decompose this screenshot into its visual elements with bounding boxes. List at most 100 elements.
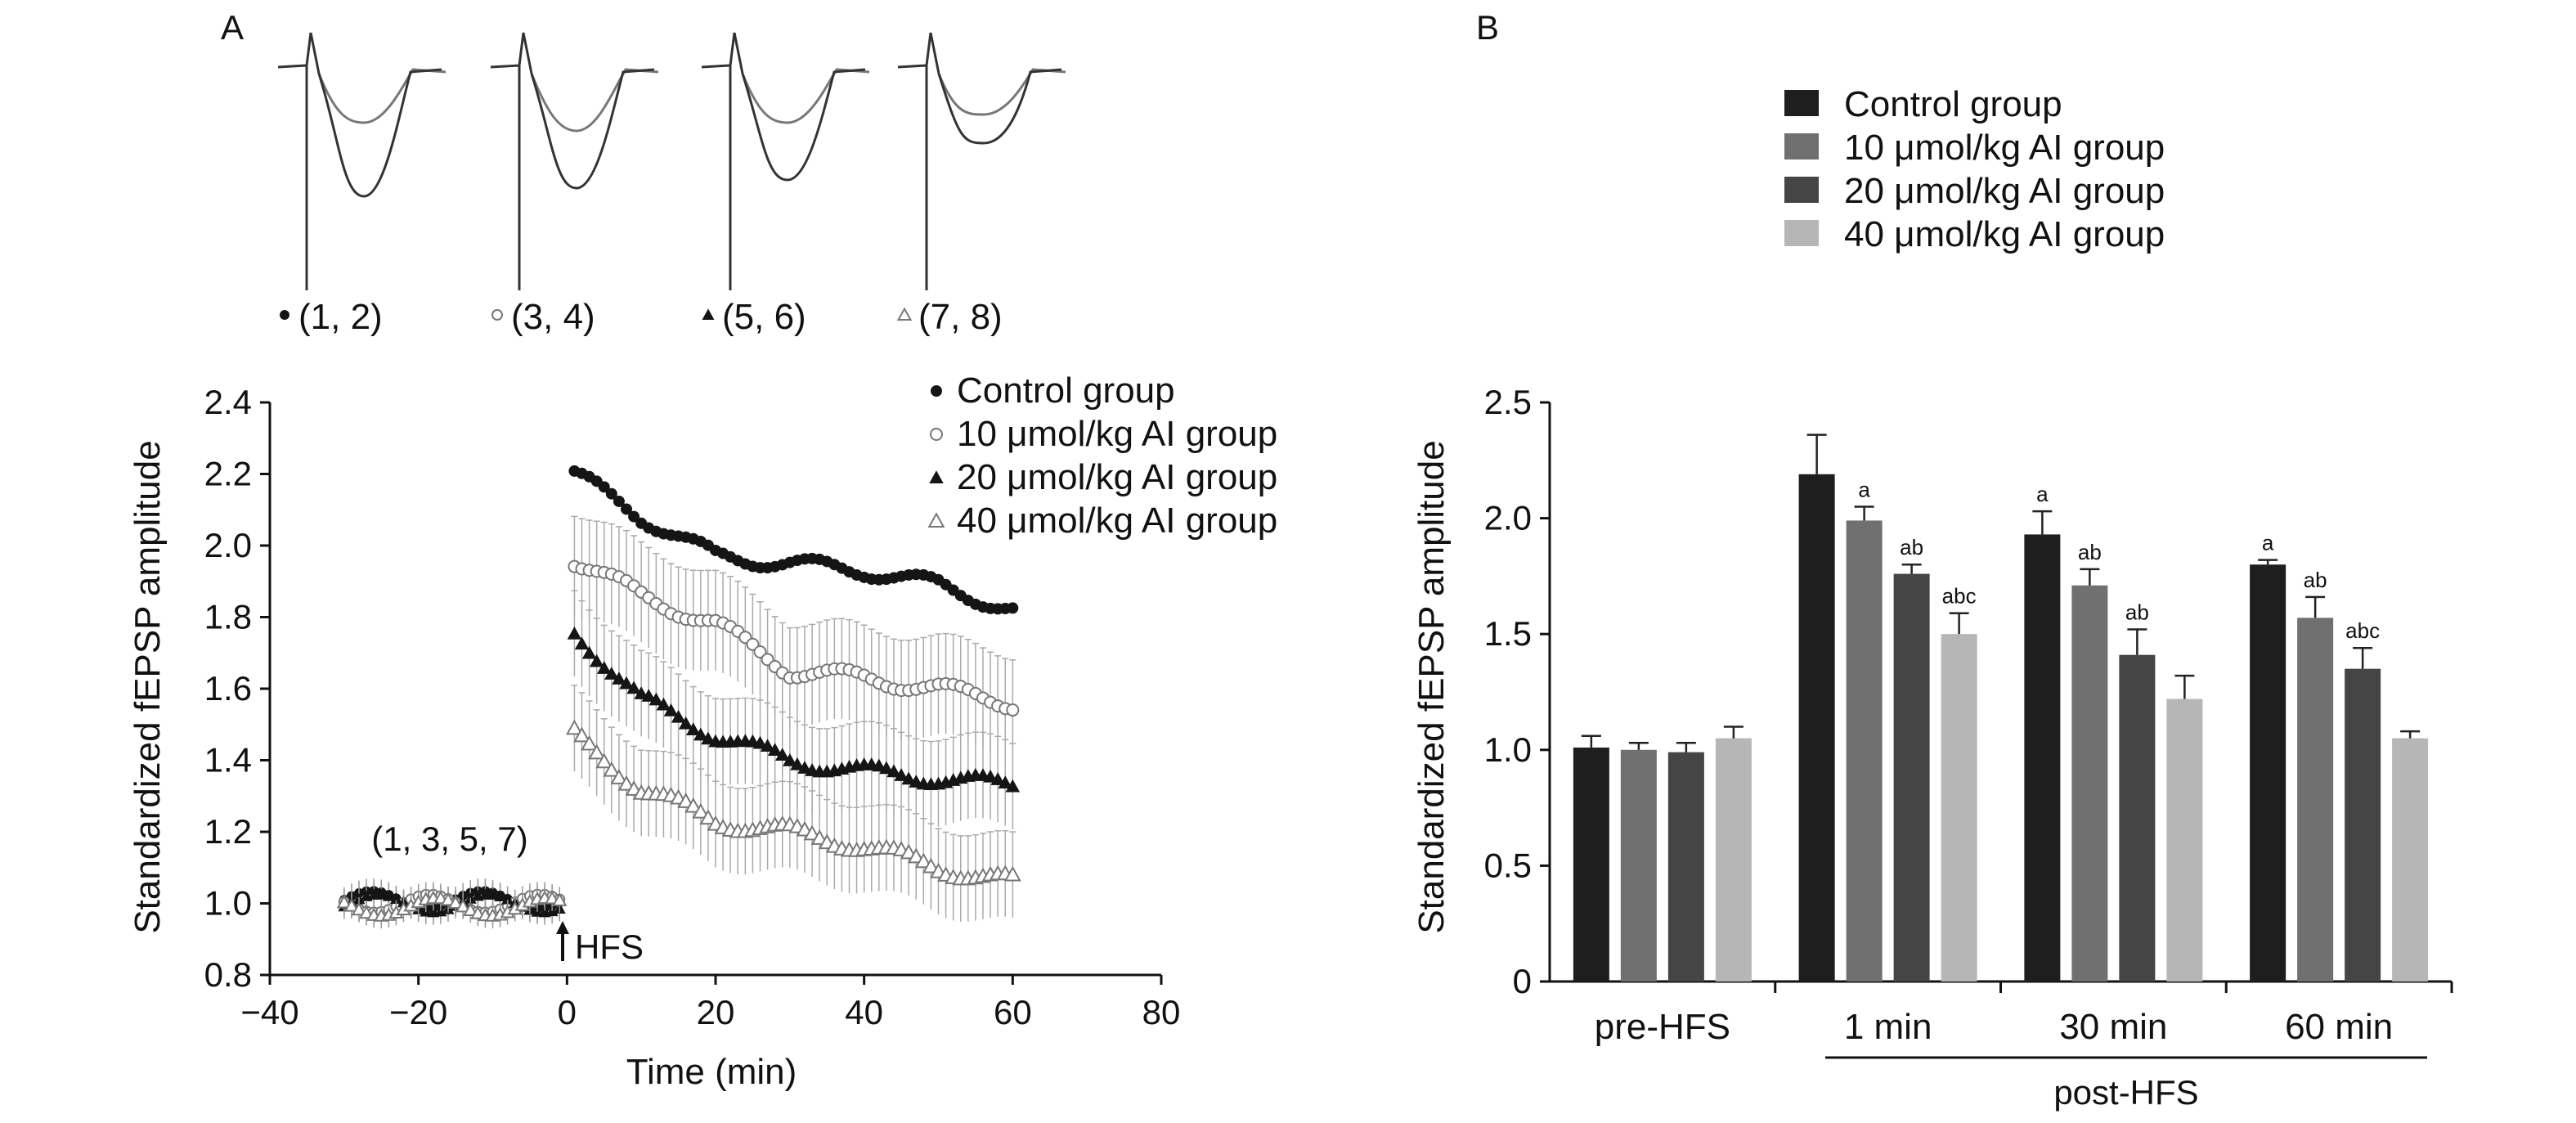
b-bar xyxy=(1798,474,1835,982)
a-post-point xyxy=(1006,703,1020,717)
a-y-tick-label: 1.8 xyxy=(204,598,252,636)
b-legend-label: 20 μmol/kg AI group xyxy=(1844,171,2165,211)
a-post-point xyxy=(775,748,790,761)
b-bar xyxy=(2024,534,2061,982)
b-bar xyxy=(2119,654,2156,982)
a-baseline-point xyxy=(501,893,514,905)
b-bar xyxy=(2166,699,2203,982)
a-baseline-point xyxy=(440,892,456,906)
a-post-point xyxy=(699,809,717,825)
a-baseline-point xyxy=(487,888,499,900)
a-post-point xyxy=(1007,602,1019,614)
a-post-point xyxy=(894,768,909,781)
b-category-label: pre-HFS xyxy=(1595,1007,1730,1047)
a-y-tick-label: 1.2 xyxy=(204,812,252,851)
trace-label: (1, 2) xyxy=(298,297,383,337)
b-bar xyxy=(1573,747,1609,982)
a-post-point xyxy=(752,735,768,749)
a-post-point xyxy=(617,775,635,791)
a-x-tick-label: 20 xyxy=(697,993,735,1031)
a-post-point xyxy=(686,722,701,736)
a-y-axis-label: Standardized fEPSP amplitude xyxy=(128,440,168,933)
a-y-tick-label: 2.0 xyxy=(204,526,252,564)
b-y-tick-label: 1.0 xyxy=(1484,730,1532,769)
b-bars: a a a ab ab ab ab abc abc xyxy=(1573,433,2429,982)
a-post-point xyxy=(901,771,916,785)
a-post-point xyxy=(753,645,767,659)
trace-marker xyxy=(896,307,913,321)
a-legend-marker xyxy=(930,428,943,441)
b-bar xyxy=(2345,668,2381,982)
a-post-point xyxy=(595,752,613,769)
a-post-point xyxy=(922,857,940,874)
a-post-point xyxy=(613,495,625,507)
b-axes: 0 0.5 1.0 1.5 2.0 2.5 pre-HFS 1 min 30 min 60 min xyxy=(1484,383,2453,1047)
a-post-point xyxy=(746,637,760,651)
a-series-4 xyxy=(336,685,1021,929)
a-post-point xyxy=(783,752,797,766)
trace-pre xyxy=(741,68,870,124)
trace-label: (5, 6) xyxy=(722,297,806,337)
a-post-point xyxy=(612,672,626,685)
a-post-point xyxy=(671,709,686,723)
b-significance-label: a xyxy=(2036,482,2049,506)
a-baseline-point xyxy=(447,895,464,909)
a-baseline-point xyxy=(494,890,507,902)
b-bar xyxy=(2250,564,2287,982)
b-x-group-label: post-HFS xyxy=(2053,1073,2198,1112)
b-significance-label: ab xyxy=(2125,600,2149,625)
a-post-point xyxy=(574,636,590,650)
a-post-point xyxy=(621,503,632,515)
b-bar xyxy=(1620,749,1657,982)
a-post-point xyxy=(605,487,617,500)
a-y-tick-label: 2.4 xyxy=(204,383,252,421)
a-post-point xyxy=(879,761,894,775)
b-category-label: 1 min xyxy=(1844,1007,1932,1047)
b-bar xyxy=(2071,585,2108,982)
trace-marker xyxy=(491,309,503,321)
trace-4: (7, 8) xyxy=(896,32,1066,337)
a-post-point xyxy=(767,743,783,756)
b-legend-swatch xyxy=(1784,90,1819,116)
baseline-annotation: (1, 3, 5, 7) xyxy=(371,820,527,858)
a-x-tick-label: 0 xyxy=(558,993,577,1031)
b-y-tick-label: 2.0 xyxy=(1484,499,1532,537)
a-post-point xyxy=(641,689,656,702)
a-post-point xyxy=(803,824,821,841)
a-y-tick-label: 1.0 xyxy=(204,884,252,923)
trace-label: (7, 8) xyxy=(918,297,1003,337)
a-post-point xyxy=(990,772,1005,785)
b-legend-swatch xyxy=(1784,220,1819,246)
a-post-point xyxy=(581,734,599,751)
panel-a-label: A xyxy=(221,8,244,47)
trace-artifact xyxy=(277,32,321,290)
trace-2: (3, 4) xyxy=(490,32,659,337)
b-bar xyxy=(1667,752,1704,982)
a-post-point xyxy=(588,743,606,760)
trace-1: (1, 2) xyxy=(277,32,447,337)
b-significance-label: ab xyxy=(2304,568,2327,592)
a-post-point xyxy=(907,847,925,864)
a-post-point xyxy=(692,802,710,819)
b-y-tick-label: 0 xyxy=(1513,962,1532,1000)
a-baseline-point xyxy=(552,892,568,906)
trace-pre xyxy=(530,68,659,133)
a-post-point xyxy=(886,764,901,778)
b-legend-swatch xyxy=(1784,133,1819,159)
a-baseline-point xyxy=(463,902,478,916)
trace-artifact xyxy=(897,32,940,290)
a-post-point xyxy=(914,852,932,869)
a-post-point xyxy=(610,769,628,784)
hfs-annotation: HFS xyxy=(575,928,644,966)
trace-3: (5, 6) xyxy=(701,32,870,337)
a-post-point xyxy=(1003,865,1021,882)
a-y-tick-label: 0.8 xyxy=(204,955,252,994)
a-legend-label: 10 μmol/kg AI group xyxy=(957,414,1277,454)
b-bar xyxy=(2392,738,2429,982)
b-significance-label: a xyxy=(2262,531,2274,555)
a-post-point xyxy=(565,719,583,735)
a-baseline-point xyxy=(351,901,367,916)
